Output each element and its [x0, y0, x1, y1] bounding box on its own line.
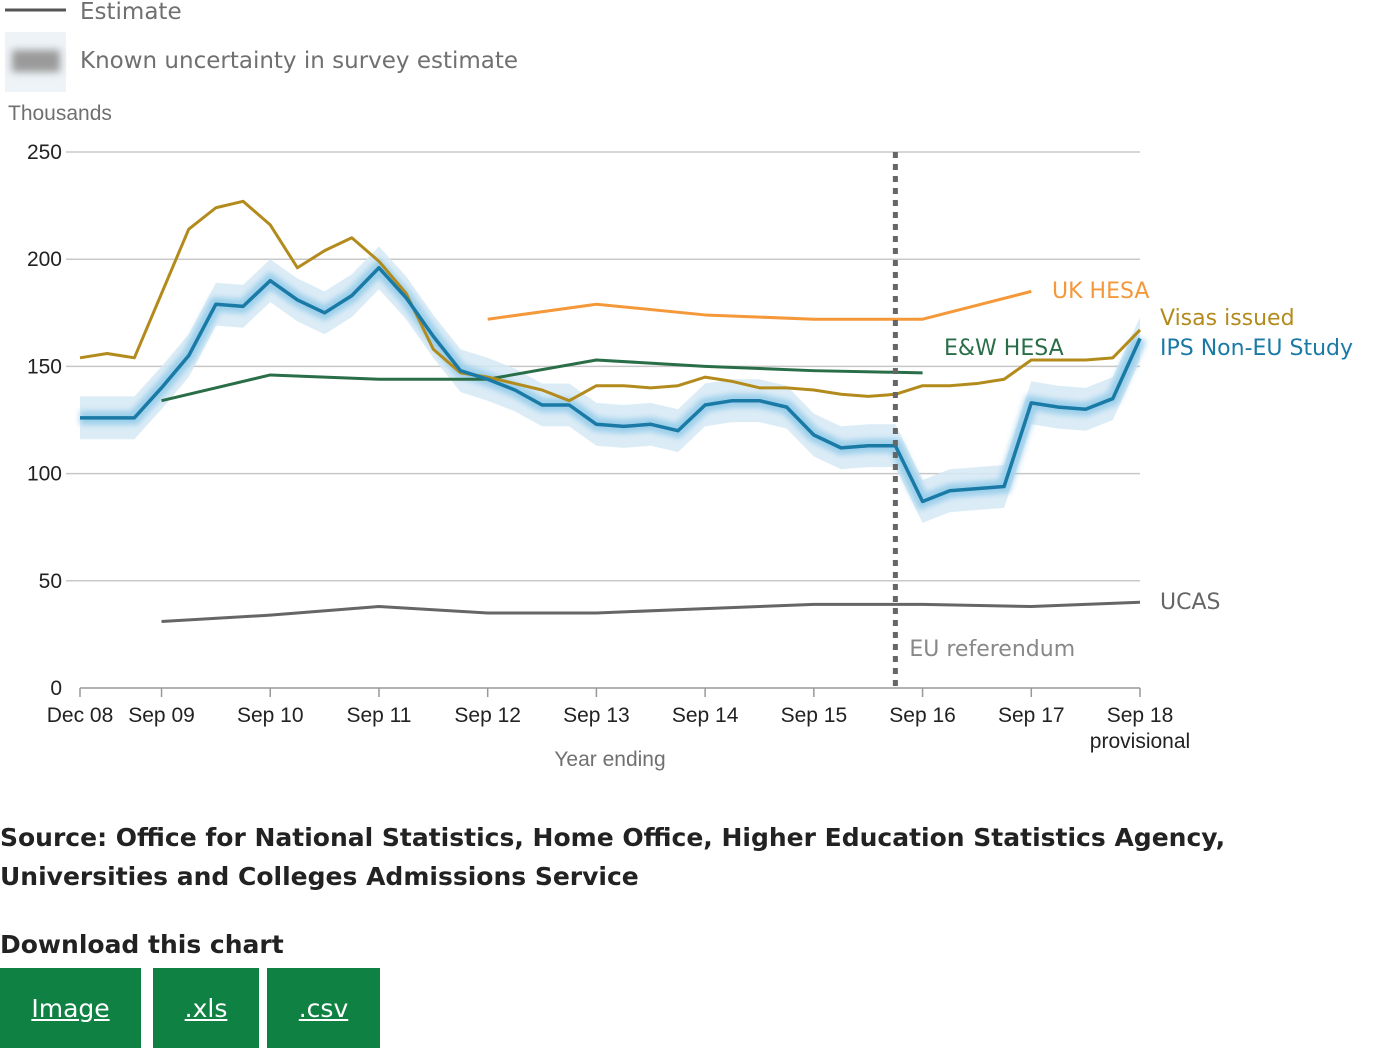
series-line-uk-hesa: [487, 289, 1032, 321]
series-label-ew-hesa: E&W HESA: [944, 336, 1064, 361]
series-layer: [79, 199, 1142, 624]
series-line-ips: [80, 266, 1142, 504]
download-xls-button[interactable]: .xls: [153, 968, 259, 1048]
x-tick-label: Sep 11: [346, 704, 411, 727]
x-tick-sublabel: provisional: [1090, 730, 1190, 753]
legend-uncertainty-label: Known uncertainty in survey estimate: [80, 48, 518, 74]
x-tick-label: Sep 09: [128, 704, 195, 727]
x-tick-label: Sep 13: [563, 704, 630, 727]
y-tick-label-0: 0: [50, 677, 62, 700]
source-note: Source: Office for National Statistics, …: [0, 823, 1226, 891]
x-tick-label: Sep 15: [781, 704, 848, 727]
chart: Estimate Known uncertainty in survey est…: [5, 0, 1353, 771]
grid: [66, 151, 1140, 582]
series-line-ucas: [161, 600, 1141, 624]
download-image-button[interactable]: Image: [0, 968, 141, 1048]
legend: Estimate Known uncertainty in survey est…: [5, 0, 518, 92]
x-tick-label: Sep 16: [889, 704, 956, 727]
y-tick-label-150: 150: [27, 355, 62, 378]
x-tick-label: Dec 08: [47, 704, 114, 727]
series-label-uk-hesa: UK HESA: [1052, 279, 1149, 304]
x-tick-label: Sep 17: [998, 704, 1065, 727]
download-csv-button[interactable]: .csv: [267, 968, 380, 1048]
x-tick-label: Sep 18: [1107, 704, 1174, 727]
x-tick-label: Sep 10: [237, 704, 304, 727]
axes: 0 50 100 150 200 250 Dec 08 Sep 09 Sep 10 Sep 11 S…: [27, 141, 1190, 753]
eu-referendum-label: EU referendum: [909, 637, 1075, 662]
y-tick-label-250: 250: [27, 141, 62, 164]
referendum-annotation: EU referendum: [892, 152, 1075, 688]
y-tick-label-200: 200: [27, 248, 62, 271]
series-line-ew-hesa: [161, 358, 923, 403]
y-tick-label-50: 50: [39, 570, 62, 593]
x-axis-title: Year ending: [554, 748, 665, 771]
download-title: Download this chart: [0, 930, 284, 959]
series-label-visas: Visas issued: [1160, 306, 1295, 331]
series-line-visas: [79, 199, 1142, 403]
series-label-ucas: UCAS: [1160, 590, 1220, 615]
x-tick-label: Sep 12: [454, 704, 521, 727]
legend-estimate-label: Estimate: [80, 0, 182, 25]
series-labels: IPS Non-EU Study Visas issued UK HESA E&W H…: [944, 279, 1353, 615]
y-tick-label-100: 100: [27, 463, 62, 486]
series-label-ips: IPS Non-EU Study: [1160, 336, 1353, 361]
ips-uncertainty-band: [80, 246, 1140, 523]
y-axis-title: Thousands: [8, 102, 112, 125]
legend-uncertainty-swatch: [12, 50, 60, 72]
x-tick-label: Sep 14: [672, 704, 739, 727]
